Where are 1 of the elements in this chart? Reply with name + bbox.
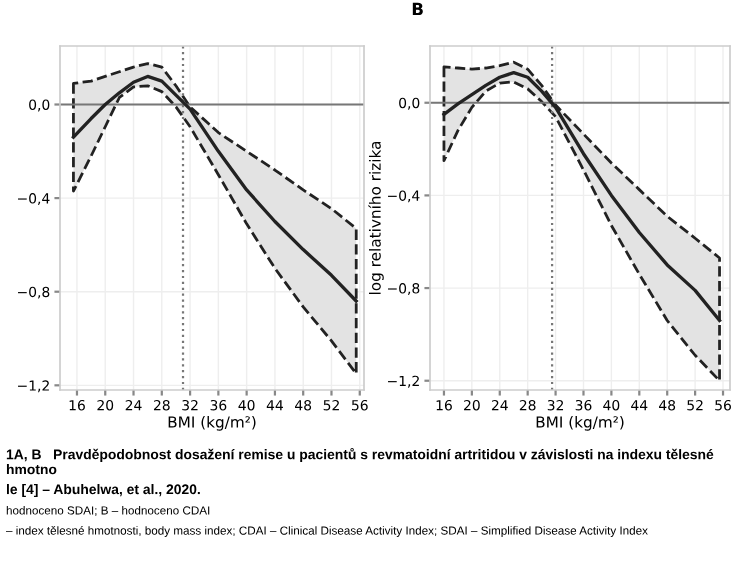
chart-title: B bbox=[412, 2, 423, 16]
